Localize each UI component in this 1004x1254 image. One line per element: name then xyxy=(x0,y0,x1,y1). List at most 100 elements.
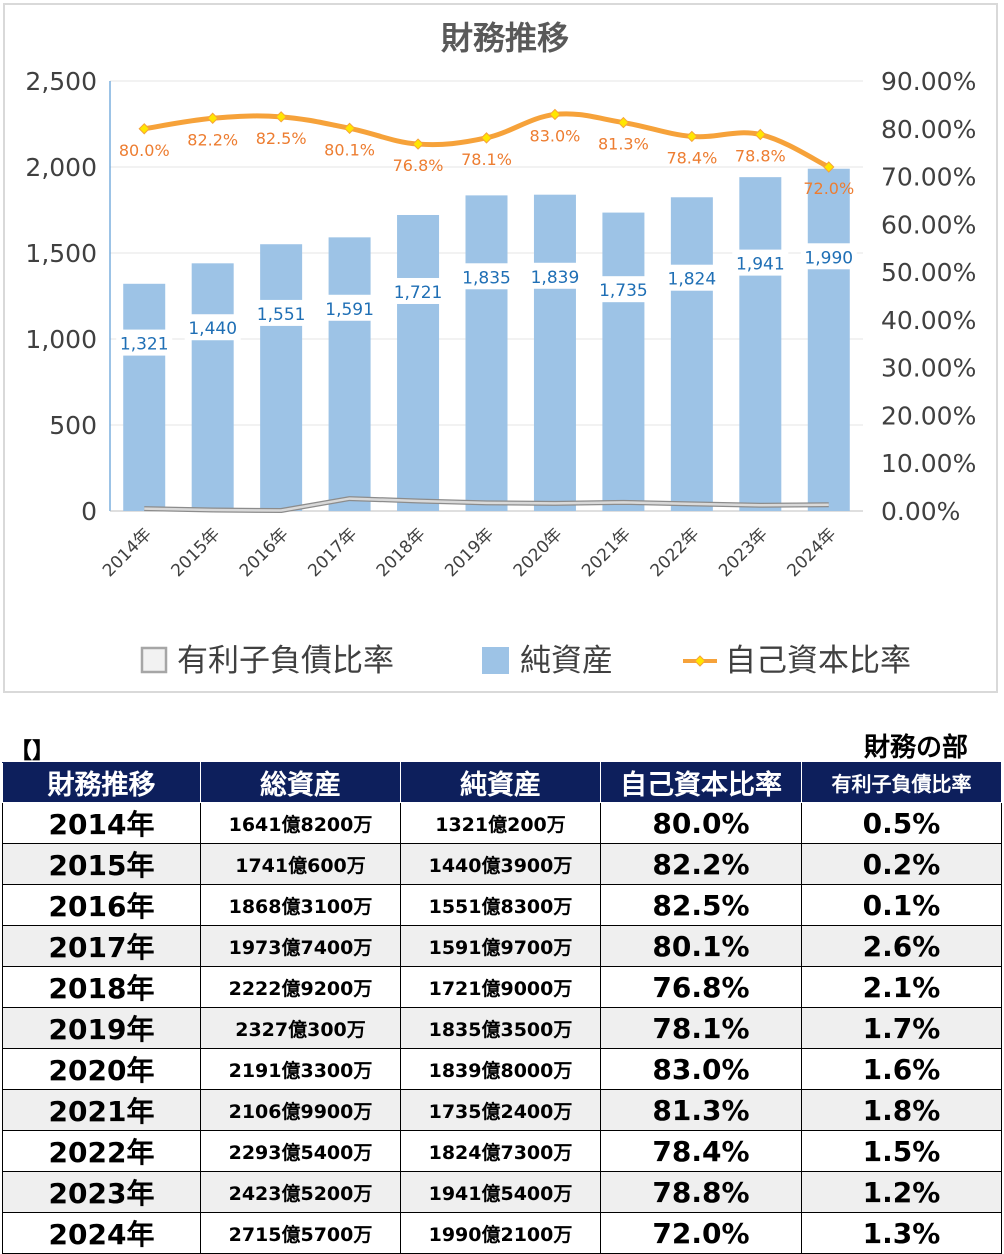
header-total-assets: 総資産 xyxy=(200,762,401,803)
y-right-tick-label: 40.00% xyxy=(881,306,976,335)
table-row: 2020年 2191億3300万 1839億8000万 83.0% 1.6% xyxy=(2,1048,1002,1090)
cell-net-assets: 1990億2100万 xyxy=(400,1212,601,1254)
bar-net-assets xyxy=(807,168,850,511)
line-data-label: 78.8% xyxy=(735,147,786,166)
line-data-label: 80.0% xyxy=(119,141,170,160)
x-tick-label: 2021年 xyxy=(578,524,635,581)
cell-net-assets: 1321億200万 xyxy=(400,802,601,844)
bar-label-bg xyxy=(732,249,789,276)
cell-equity-ratio: 78.8% xyxy=(600,1171,802,1213)
y-right-tick-label: 50.00% xyxy=(881,258,976,287)
cell-debt-ratio: 1.5% xyxy=(801,1130,1002,1172)
table-row: 2014年 1641億8200万 1321億200万 80.0% 0.5% xyxy=(2,802,1002,844)
cell-net-assets: 1835億3500万 xyxy=(400,1007,601,1049)
cell-total-assets: 2293億5400万 xyxy=(200,1130,401,1172)
cell-net-assets: 1721億9000万 xyxy=(400,966,601,1008)
point-equity-ratio xyxy=(549,108,561,121)
cell-total-assets: 2191億3300万 xyxy=(200,1048,401,1090)
chart-panel: 財務推移 0 500 1,000 1,500 2,000 2,500 0.00% 10.00% 2… xyxy=(3,3,998,693)
y-left-tick-label: 0 xyxy=(81,497,97,526)
table-body: 2014年 1641億8200万 1321億200万 80.0% 0.5% 2015年 17… xyxy=(2,802,1002,1254)
cell-total-assets: 2327億300万 xyxy=(200,1007,401,1049)
x-tick-label: 2014年 xyxy=(99,524,156,581)
line-data-label: 80.1% xyxy=(324,140,375,159)
y-right-tick-label: 0.00% xyxy=(881,497,960,526)
legend-swatch-debt-ratio xyxy=(140,646,168,674)
cell-year: 2023年 xyxy=(2,1171,201,1213)
cell-equity-ratio: 78.4% xyxy=(600,1130,802,1172)
y-left-tick-label: 1,000 xyxy=(25,325,97,354)
cell-debt-ratio: 2.6% xyxy=(801,925,1002,967)
cell-net-assets: 1591億9700万 xyxy=(400,925,601,967)
cell-total-assets: 2222億9200万 xyxy=(200,966,401,1008)
bar-data-label: 1,990 xyxy=(804,248,853,268)
cell-debt-ratio: 0.1% xyxy=(801,884,1002,926)
y-left-tick-label: 2,000 xyxy=(25,153,97,182)
bar-data-label: 1,321 xyxy=(120,335,169,355)
line-data-label: 82.5% xyxy=(256,129,307,148)
section-label-left: 【】 xyxy=(10,739,55,764)
chart-svg: 財務推移 0 500 1,000 1,500 2,000 2,500 0.00% 10.00% 2… xyxy=(25,19,976,679)
bar-net-assets xyxy=(533,194,576,511)
point-equity-ratio xyxy=(206,112,219,124)
legend-swatch-net-assets xyxy=(482,647,509,674)
bar-data-label: 1,835 xyxy=(462,268,511,288)
x-tick-label: 2018年 xyxy=(373,524,430,581)
header-period: 財務推移 xyxy=(2,762,201,803)
cell-net-assets: 1551億8300万 xyxy=(400,884,601,926)
legend-label-equity-ratio: 自己資本比率 xyxy=(725,643,911,679)
x-tick-label: 2022年 xyxy=(647,524,704,581)
bar-label-bg xyxy=(184,314,241,341)
cell-debt-ratio: 1.7% xyxy=(801,1007,1002,1049)
cell-year: 2024年 xyxy=(2,1212,201,1254)
x-tick-label: 2023年 xyxy=(715,524,772,581)
cell-debt-ratio: 0.2% xyxy=(801,843,1002,885)
table-row: 2023年 2423億5200万 1941億5400万 78.8% 1.2% xyxy=(2,1171,1002,1213)
legend-marker-equity-ratio xyxy=(694,655,706,667)
bar-label-bg xyxy=(321,294,378,321)
cell-total-assets: 2423億5200万 xyxy=(200,1171,401,1213)
table-row: 2017年 1973億7400万 1591億9700万 80.1% 2.6% xyxy=(2,925,1002,967)
bar-data-label: 1,551 xyxy=(257,305,306,325)
line-data-label: 72.0% xyxy=(803,179,854,198)
cell-year: 2016年 xyxy=(2,884,201,926)
bar-net-assets xyxy=(328,237,371,511)
bar-net-assets xyxy=(465,195,508,511)
cell-debt-ratio: 1.2% xyxy=(801,1171,1002,1213)
y-right-tick-label: 20.00% xyxy=(881,401,976,430)
cell-net-assets: 1824億7300万 xyxy=(400,1130,601,1172)
table-row: 2015年 1741億600万 1440億3900万 82.2% 0.2% xyxy=(2,843,1002,885)
section-label-right: 財務の部 xyxy=(863,733,968,763)
y-right-tick-label: 30.00% xyxy=(881,354,976,383)
cell-equity-ratio: 78.1% xyxy=(600,1007,802,1049)
table-row: 2019年 2327億300万 1835億3500万 78.1% 1.7% xyxy=(2,1007,1002,1049)
cell-year: 2014年 xyxy=(2,802,201,844)
point-equity-ratio xyxy=(686,130,698,143)
cell-total-assets: 1741億600万 xyxy=(200,843,401,885)
bar-data-label: 1,839 xyxy=(531,268,580,288)
header-net-assets: 純資産 xyxy=(400,762,601,803)
cell-total-assets: 2715億5700万 xyxy=(200,1212,401,1254)
bar-data-label: 1,440 xyxy=(188,319,237,339)
cell-equity-ratio: 82.2% xyxy=(600,843,802,885)
bar-data-label: 1,824 xyxy=(668,270,717,290)
y-right-tick-label: 70.00% xyxy=(881,163,976,192)
bar-label-bg xyxy=(253,299,310,326)
bar-net-assets xyxy=(397,214,440,511)
point-equity-ratio xyxy=(754,128,767,141)
x-tick-label: 2020年 xyxy=(510,524,567,581)
bar-data-label: 1,591 xyxy=(325,300,374,320)
bar-net-assets xyxy=(602,212,645,511)
x-tick-label: 2016年 xyxy=(236,524,293,581)
bar-label-bg xyxy=(390,277,447,304)
cell-debt-ratio: 0.5% xyxy=(801,802,1002,844)
cell-net-assets: 1839億8000万 xyxy=(400,1048,601,1090)
cell-equity-ratio: 80.1% xyxy=(600,925,802,967)
cell-debt-ratio: 1.6% xyxy=(801,1048,1002,1090)
bar-label-bg xyxy=(458,263,515,290)
line-data-label: 82.2% xyxy=(187,130,238,149)
bar-label-bg xyxy=(595,276,652,303)
cell-total-assets: 1973億7400万 xyxy=(200,925,401,967)
point-equity-ratio xyxy=(343,122,356,135)
table-row: 2018年 2222億9200万 1721億9000万 76.8% 2.1% xyxy=(2,966,1002,1008)
